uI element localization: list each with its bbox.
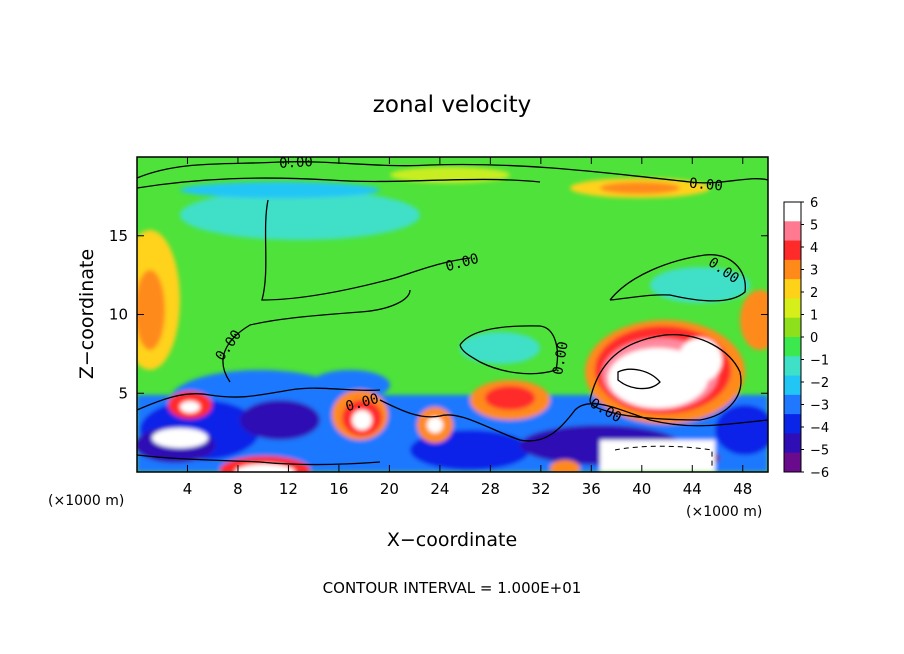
colorbar-swatch-7 [784,337,801,357]
colorbar-label: 5 [810,219,818,234]
contour-line-2 [261,199,471,301]
field-region-16 [240,400,320,440]
colorbar-swatch-0 [784,202,801,222]
x-tick-label: 4 [183,480,193,498]
contour-line-1 [137,177,541,189]
contour-line-5 [609,254,746,302]
field-region-15 [152,428,208,448]
colorbar-label: −1 [810,354,829,369]
contour-line-7 [379,399,768,442]
velocity-field [137,167,768,472]
contour-line-6 [137,387,381,411]
colorbar-swatch-2 [784,240,801,261]
x-axis-ticks: 4 8 12 16 20 24 28 32 36 40 44 48 [183,157,752,498]
contour-line-3 [222,289,411,383]
contour-interval-note: CONTOUR INTERVAL = 1.000E+01 [323,579,582,597]
field-region-5 [600,182,680,194]
field-region-32 [235,464,295,472]
field-region-6 [650,267,750,303]
field-region-2 [180,190,420,240]
colorbar-label: 0 [810,331,818,346]
field-region-8 [740,290,768,350]
colorbar-swatch-8 [784,356,801,377]
field-region-38 [678,338,722,382]
colorbar-swatch-13 [784,452,801,473]
x-tick-label: 8 [233,480,243,498]
z-tick-label: 10 [109,306,128,324]
field-region-33 [550,460,580,472]
colorbar-label: −5 [810,444,829,459]
x-tick-label: 16 [329,480,348,498]
x-tick-label: 36 [582,480,601,498]
field-region-19 [715,405,768,455]
x-tick-label: 40 [632,480,651,498]
x-tick-label: 28 [481,480,500,498]
x-units-left: (×1000 m) [48,493,124,509]
field-region-21 [600,440,715,472]
colorbar-label: 3 [810,264,818,279]
colorbar-label: 1 [810,309,818,324]
colorbar-swatch-6 [784,317,801,338]
field-region-1 [137,270,165,350]
x-tick-label: 48 [733,480,752,498]
z-axis-ticks: 5 10 15 [109,227,768,402]
field-region-28 [485,386,535,410]
colorbar-label: 4 [810,241,818,256]
colorbar-swatch-4 [784,279,801,299]
contour-label-0: 0.00 [279,154,314,172]
contour-line-0 [137,161,768,184]
colorbar-label: −6 [810,466,829,481]
chart-title: zonal velocity [373,92,531,118]
field-region-7 [460,332,540,364]
colorbar-label: 6 [810,196,818,211]
contour-line-dashed [614,445,713,468]
colorbar-swatch-3 [784,259,801,280]
field-region-3 [180,182,380,198]
x-tick-label: 12 [279,480,298,498]
field-region-26 [427,417,443,433]
x-axis-label: X−coordinate [387,529,517,551]
colorbar-swatch-1 [784,221,801,242]
colorbar-swatch-11 [784,414,801,434]
contour-label-1: 0.00 [688,176,723,195]
x-units-right: (×1000 m) [686,504,762,520]
x-tick-label: 24 [430,480,449,498]
x-tick-label: 44 [683,480,702,498]
colorbar-swatch-9 [784,375,801,396]
contour-line-8 [589,334,742,421]
colorbar-label: −4 [810,421,829,436]
colorbar-label: 2 [810,286,818,301]
colorbar-label: −3 [810,399,829,414]
field-region-24 [352,410,372,430]
colorbar-swatch-5 [784,298,801,319]
contour-label-4: 0.00 [550,340,572,376]
contour-line-10 [617,368,661,390]
colorbar-swatch-12 [784,433,801,454]
z-axis-label: Z−coordinate [76,249,98,379]
colorbar: 6 5 4 3 2 1 0 −1 −2 −3 −4 −5 −6 [783,196,829,481]
plot-area: 0.000.000.000.00 0.000.000.00 0.00 [137,154,768,472]
colorbar-swatch-10 [784,394,801,415]
x-tick-label: 20 [380,480,399,498]
colorbar-label: −2 [810,376,829,391]
contour-line-4 [459,325,559,375]
field-region-30 [180,401,200,413]
contour-line-9 [137,454,381,466]
z-tick-label: 5 [118,384,128,402]
z-tick-label: 15 [109,227,128,245]
x-tick-label: 32 [531,480,550,498]
